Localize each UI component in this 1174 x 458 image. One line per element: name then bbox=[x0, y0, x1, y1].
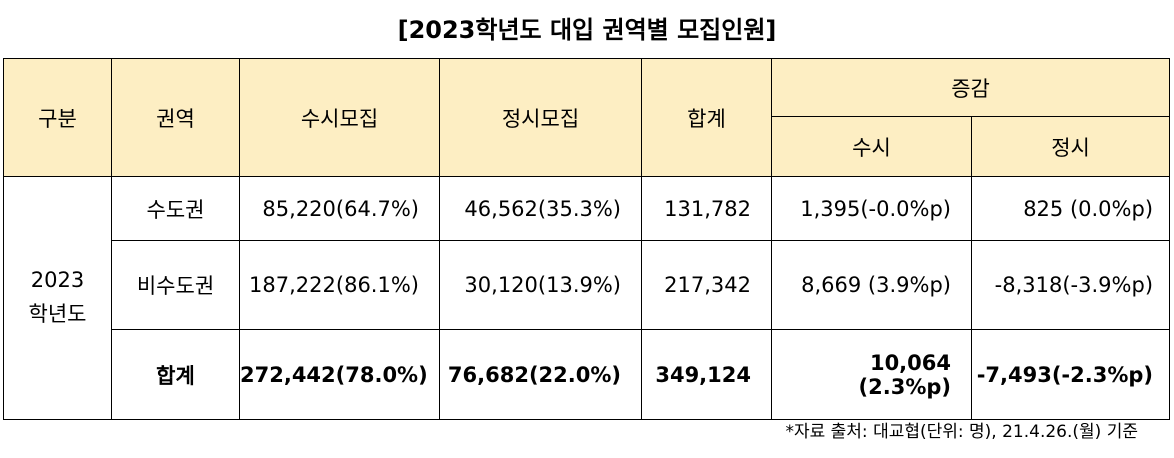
header-change: 증감 bbox=[770, 58, 1171, 117]
cell-change-early: 10,064 (2.3%p) bbox=[771, 329, 972, 420]
cell-change-early: 8,669 (3.9%p) bbox=[771, 240, 972, 330]
cell-change-regular: -8,318(-3.9%p) bbox=[970, 240, 1171, 330]
cell-region: 비수도권 bbox=[111, 240, 240, 330]
year-label-line2: 학년도 bbox=[28, 302, 87, 326]
source-footnote: *자료 출처: 대교협(단위: 명), 21.4.26.(월) 기준 bbox=[785, 422, 1138, 442]
cell-region: 합계 bbox=[111, 329, 240, 420]
header-row-1: 구분 권역 수시모집 정시모집 합계 증감 bbox=[3, 58, 1171, 177]
cell-region: 수도권 bbox=[111, 176, 240, 241]
cell-early: 272,442(78.0%) bbox=[239, 329, 440, 420]
cell-regular: 76,682(22.0%) bbox=[439, 329, 642, 420]
page-title: [2023학년도 대입 권역별 모집인원] bbox=[397, 16, 777, 44]
cell-early: 187,222(86.1%) bbox=[239, 240, 440, 330]
header-total: 합계 bbox=[641, 58, 772, 177]
header-category: 구분 bbox=[3, 58, 112, 177]
header-regular: 정시모집 bbox=[439, 58, 642, 177]
cell-change-regular: -7,493(-2.3%p) bbox=[970, 329, 1171, 420]
table-row-total: 합계 272,442(78.0%) 76,682(22.0%) 349,124 … bbox=[4, 329, 1171, 420]
year-cell: 2023 학년도 bbox=[3, 176, 112, 420]
cell-regular: 30,120(13.9%) bbox=[439, 240, 642, 330]
cell-total: 131,782 bbox=[641, 176, 772, 241]
header-change-early: 수시 bbox=[771, 116, 972, 177]
cell-early: 85,220(64.7%) bbox=[239, 176, 440, 241]
cell-change-early: 1,395(-0.0%p) bbox=[771, 176, 972, 241]
table-row: 2023 학년도 수도권 85,220(64.7%) 46,562(35.3%)… bbox=[3, 176, 1171, 420]
cell-change-regular: 825 (0.0%p) bbox=[970, 176, 1171, 241]
header-region: 권역 bbox=[111, 58, 240, 177]
header-change-regular: 정시 bbox=[970, 116, 1171, 177]
cell-total: 349,124 bbox=[641, 329, 772, 420]
header-early: 수시모집 bbox=[239, 58, 440, 177]
year-label-line1: 2023 bbox=[30, 268, 85, 292]
admission-table: 구분 권역 수시모집 정시모집 합계 증감 수시 정시 2023 학년도 수도권… bbox=[3, 58, 1171, 420]
table-row: 비수도권 187,222(86.1%) 30,120(13.9%) 217,34… bbox=[4, 240, 1171, 330]
cell-total: 217,342 bbox=[641, 240, 772, 330]
header-row-2: 수시 정시 bbox=[4, 116, 1171, 177]
cell-regular: 46,562(35.3%) bbox=[439, 176, 642, 241]
